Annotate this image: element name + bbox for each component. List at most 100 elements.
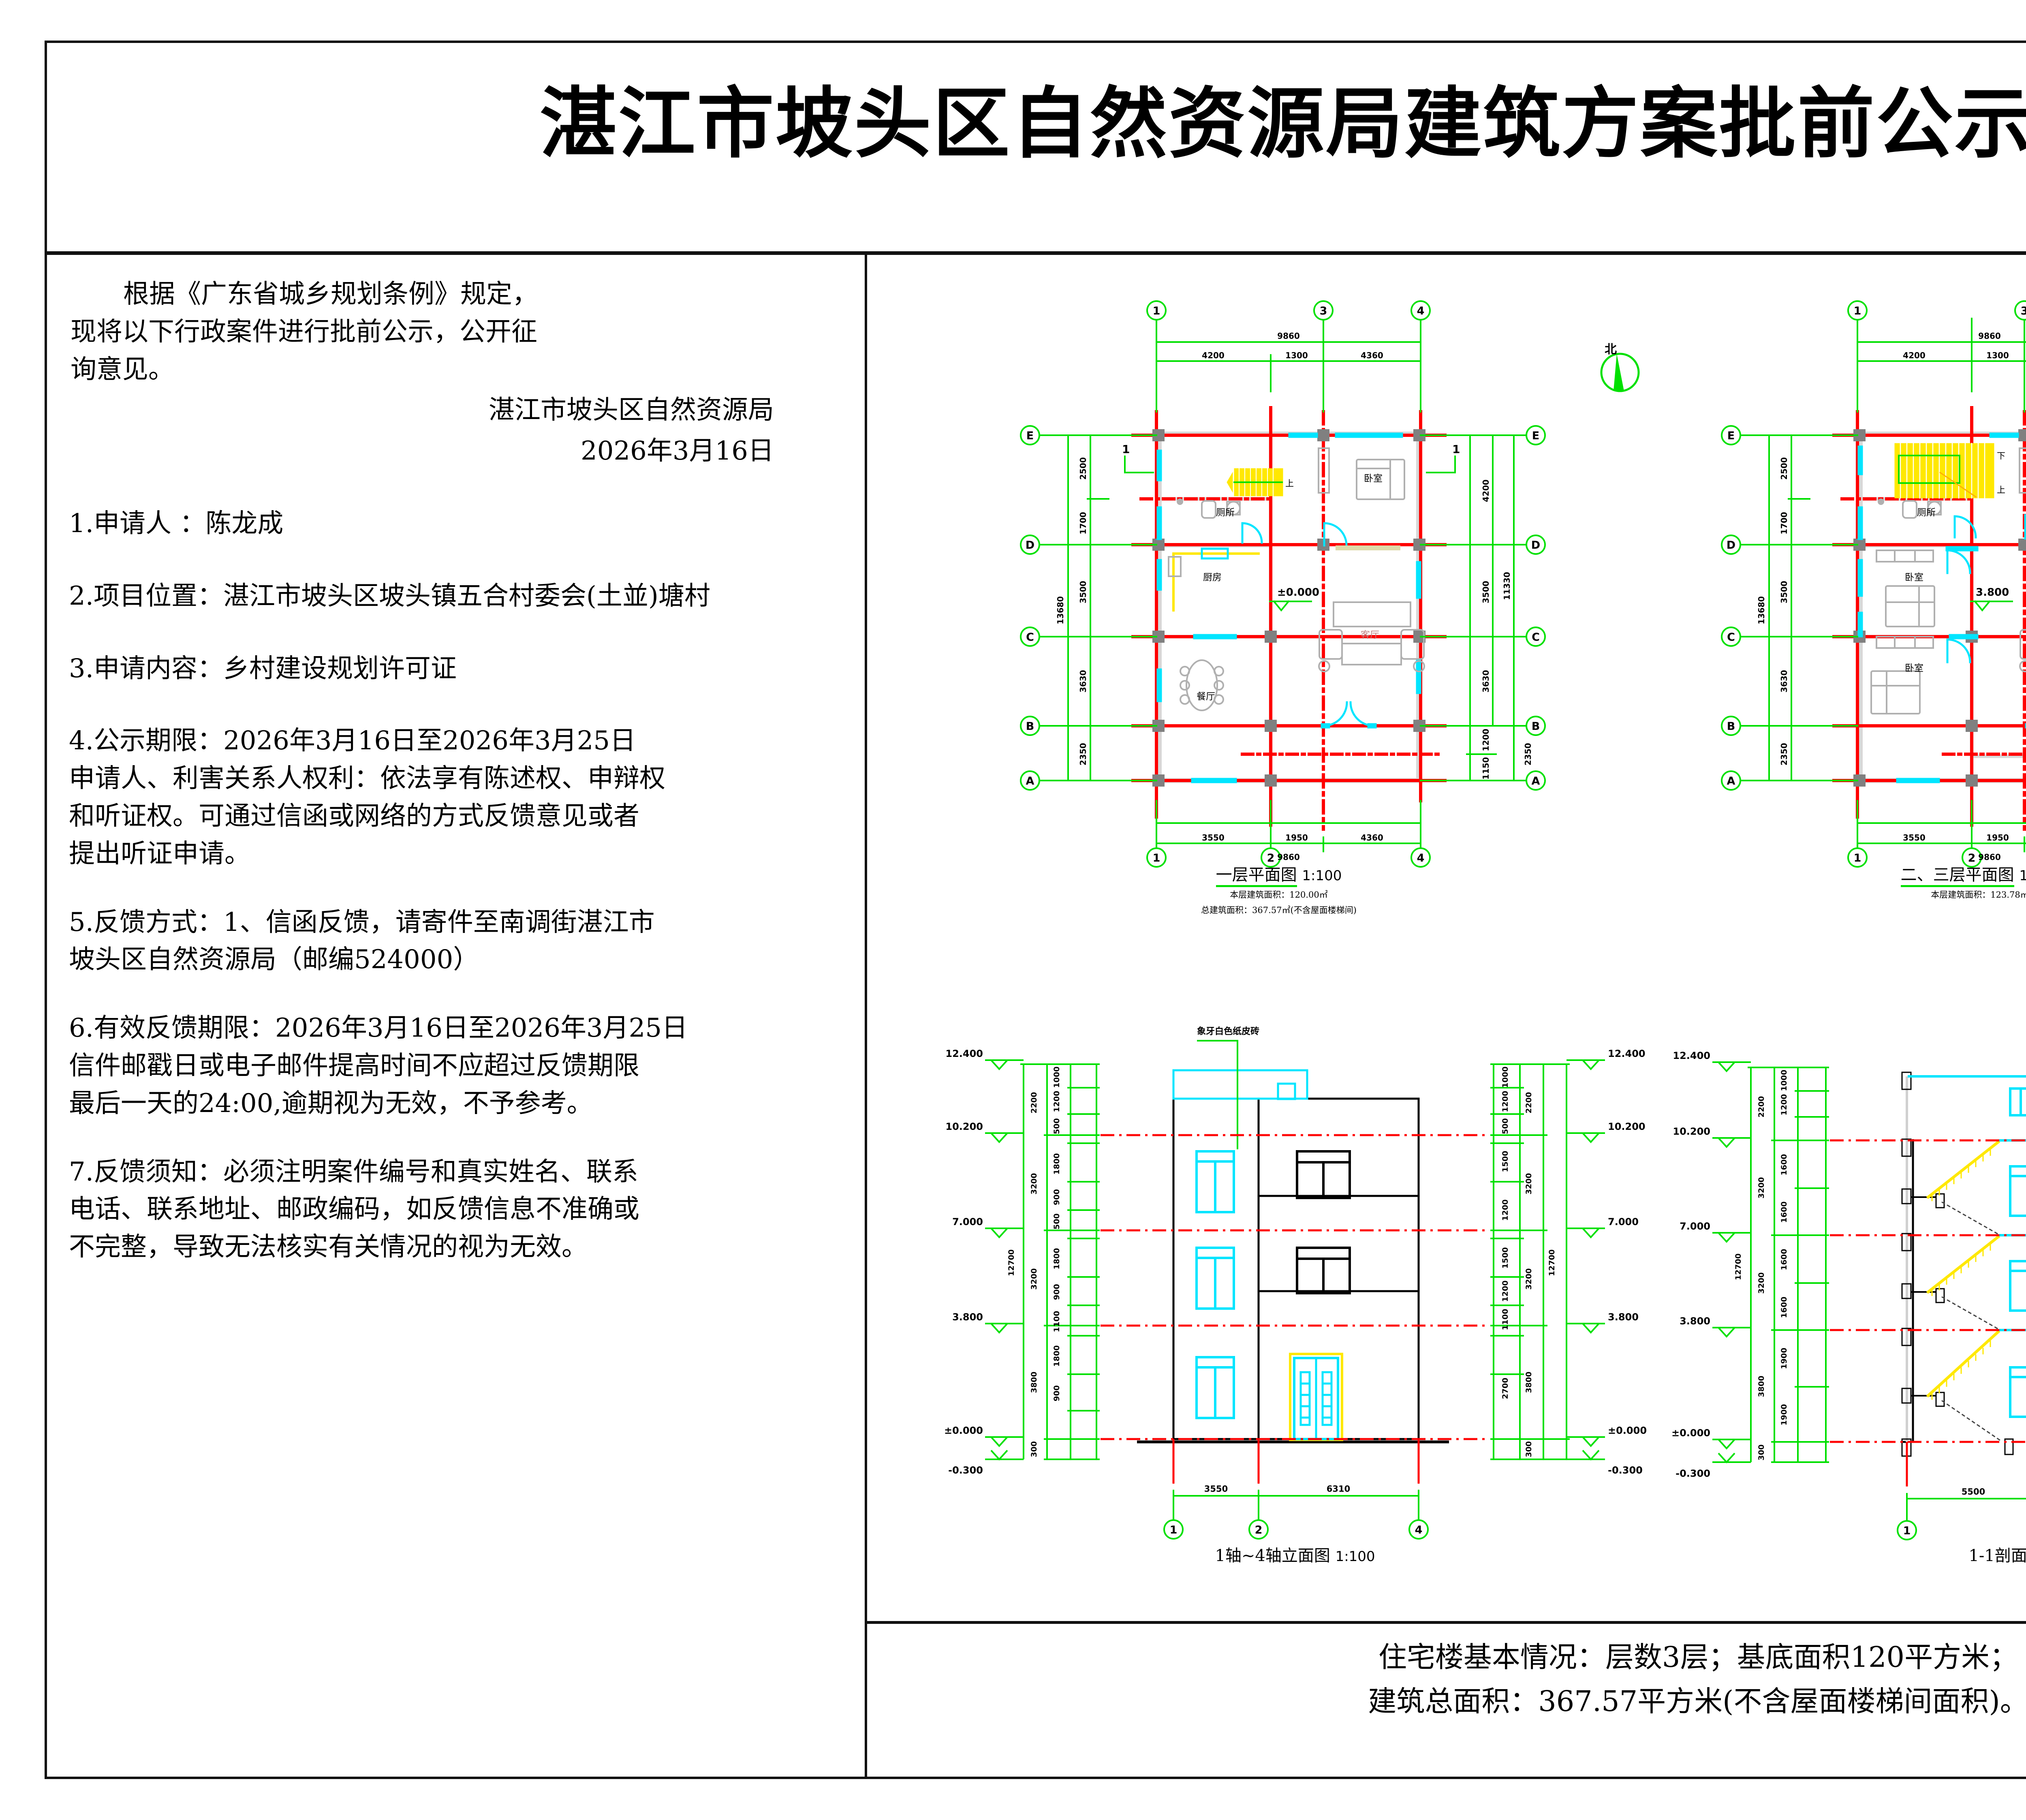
svg-text:4200: 4200	[1202, 351, 1225, 360]
svg-text:-0.300: -0.300	[948, 1465, 983, 1476]
svg-text:1600: 1600	[1780, 1249, 1789, 1270]
drawing-floor1: 上	[991, 294, 1567, 915]
svg-text:500: 500	[1501, 1118, 1510, 1134]
svg-text:1900: 1900	[1780, 1404, 1789, 1426]
svg-text:1000: 1000	[1780, 1070, 1789, 1091]
svg-text:4360: 4360	[1361, 833, 1383, 843]
svg-text:9860: 9860	[1978, 852, 2001, 862]
svg-text:3800: 3800	[1030, 1372, 1039, 1393]
svg-text:1: 1	[1122, 443, 1130, 456]
svg-text:900: 900	[1052, 1385, 1061, 1401]
svg-text:3200: 3200	[1030, 1173, 1039, 1195]
svg-text:3200: 3200	[1757, 1273, 1766, 1294]
svg-text:1600: 1600	[1780, 1297, 1789, 1318]
svg-text:12700: 12700	[1547, 1249, 1556, 1276]
title-divider	[45, 251, 2026, 255]
svg-text:1000: 1000	[1501, 1067, 1510, 1088]
notice-item-4-line-1: 4.公示期限：2026年3月16日至2026年3月25日	[69, 726, 636, 756]
svg-text:1200: 1200	[1481, 729, 1491, 751]
svg-text:±0.000: ±0.000	[944, 1425, 983, 1436]
svg-text:1: 1	[1452, 443, 1460, 456]
svg-text:10.200: 10.200	[945, 1121, 983, 1132]
notice-item-7-line-1: 7.反馈须知：必须注明案件编号和真实姓名、联系	[69, 1157, 639, 1187]
svg-text:餐厅: 餐厅	[1197, 691, 1215, 702]
svg-text:上: 上	[1285, 479, 1294, 488]
svg-text:3630: 3630	[1481, 670, 1491, 693]
summary-line-2: 建筑总面积：367.57平方米(不含屋面楼梯间面积)。	[1368, 1684, 2026, 1718]
svg-text:300: 300	[1030, 1441, 1039, 1457]
svg-text:1600: 1600	[1780, 1202, 1789, 1223]
notice-item-5-line-2: 坡头区自然资源局（邮编524000）	[69, 945, 479, 975]
svg-text:-0.300: -0.300	[1608, 1465, 1643, 1476]
svg-text:A: A	[1727, 775, 1735, 787]
notice-item-3: 3.申请内容：乡村建设规划许可证	[69, 653, 457, 684]
notice-item-1: 1.申请人 ：陈龙成	[69, 508, 284, 539]
svg-text:1: 1	[1153, 852, 1160, 864]
caption-elevation-title: 1轴~4轴立面图	[1215, 1546, 1330, 1565]
svg-text:3550: 3550	[1204, 1484, 1228, 1494]
notice-text-panel: 根据《广东省城乡规划条例》规定， 现将以下行政案件进行批前公示，公开征 询意见。…	[69, 276, 855, 1775]
notice-item-6-line-3: 最后一天的24:00,逾期视为无效，不予参考。	[69, 1088, 593, 1119]
svg-text:10.200: 10.200	[1608, 1121, 1646, 1132]
svg-text:7.000: 7.000	[1680, 1221, 1710, 1232]
svg-text:13680: 13680	[1757, 596, 1766, 624]
svg-text:A: A	[1532, 775, 1540, 787]
svg-text:±0.000: ±0.000	[1671, 1427, 1710, 1439]
notice-item-6-line-2: 信件邮戳日或电子邮件提高时间不应超过反馈期限	[69, 1050, 639, 1081]
svg-text:13680: 13680	[1056, 596, 1065, 624]
svg-text:1150: 1150	[1481, 757, 1491, 780]
svg-text:1800: 1800	[1052, 1345, 1061, 1367]
svg-text:1200: 1200	[1052, 1091, 1061, 1112]
svg-text:500: 500	[1052, 1118, 1061, 1134]
svg-text:12700: 12700	[1007, 1249, 1016, 1276]
svg-text:7.000: 7.000	[1608, 1216, 1639, 1228]
svg-text:1300: 1300	[1986, 351, 2009, 360]
svg-text:E: E	[1727, 430, 1735, 442]
svg-text:4360: 4360	[1361, 351, 1383, 360]
svg-text:300: 300	[1757, 1444, 1766, 1461]
panel-divider	[865, 254, 867, 1777]
svg-text:3500: 3500	[1779, 581, 1789, 603]
notice-item-4-line-3: 和听证权。可通过信函或网络的方式反馈意见或者	[69, 801, 639, 831]
svg-text:卧室: 卧室	[1364, 473, 1383, 484]
svg-text:象牙白色纸皮砖: 象牙白色纸皮砖	[1197, 1026, 1259, 1037]
outer-frame	[45, 41, 2026, 1779]
notice-item-5-line-1: 5.反馈方式：1、信函反馈，请寄件至南调街湛江市	[69, 907, 655, 937]
caption-floor1: 一层平面图 1:100 本层建筑面积：120.00㎡ 总建筑面积：367.57㎡…	[991, 862, 1567, 916]
caption-elevation: 1轴~4轴立面图 1:100	[947, 1542, 1643, 1566]
notice-item-6-line-1: 6.有效反馈期限：2026年3月16日至2026年3月25日	[69, 1013, 688, 1044]
svg-text:3.800: 3.800	[952, 1311, 983, 1323]
drawing-floor23: 下 上	[1692, 294, 2026, 900]
svg-text:±0.000: ±0.000	[1608, 1425, 1647, 1436]
svg-text:1: 1	[1153, 305, 1160, 317]
notice-item-7-line-2: 电话、联系地址、邮政编码，如反馈信息不准确或	[69, 1194, 639, 1225]
summary-divider	[867, 1621, 2026, 1624]
svg-text:3630: 3630	[1779, 670, 1789, 693]
svg-text:客厅: 客厅	[1361, 630, 1379, 640]
svg-text:2350: 2350	[1078, 743, 1088, 766]
svg-text:3800: 3800	[1524, 1372, 1533, 1393]
svg-text:2: 2	[1267, 852, 1275, 864]
svg-text:5500: 5500	[1962, 1487, 1985, 1497]
svg-text:1500: 1500	[1501, 1247, 1510, 1269]
svg-text:1600: 1600	[1780, 1154, 1789, 1176]
svg-text:3200: 3200	[1524, 1173, 1533, 1195]
svg-text:6310: 6310	[1327, 1484, 1350, 1494]
caption-elevation-scale: 1:100	[1335, 1548, 1375, 1565]
svg-text:1: 1	[1170, 1524, 1178, 1536]
svg-text:卧室: 卧室	[1905, 572, 1923, 583]
svg-text:3550: 3550	[1903, 833, 1926, 843]
notice-intro: 根据《广东省城乡规划条例》规定， 现将以下行政案件进行批前公示，公开征 询意见。	[69, 276, 855, 388]
svg-text:4: 4	[1417, 852, 1425, 864]
svg-text:下: 下	[1997, 451, 2005, 461]
svg-text:3500: 3500	[1078, 581, 1088, 603]
svg-text:10.200: 10.200	[1673, 1126, 1710, 1137]
svg-text:1800: 1800	[1052, 1248, 1061, 1270]
svg-text:9860: 9860	[1277, 331, 1300, 341]
svg-text:900: 900	[1052, 1189, 1061, 1205]
svg-text:1950: 1950	[1285, 833, 1308, 843]
intro-line-1: 根据《广东省城乡规划条例》规定，	[123, 279, 538, 309]
svg-text:300: 300	[1524, 1441, 1533, 1457]
svg-text:11330: 11330	[1502, 572, 1512, 600]
svg-text:厨房: 厨房	[1203, 572, 1222, 583]
